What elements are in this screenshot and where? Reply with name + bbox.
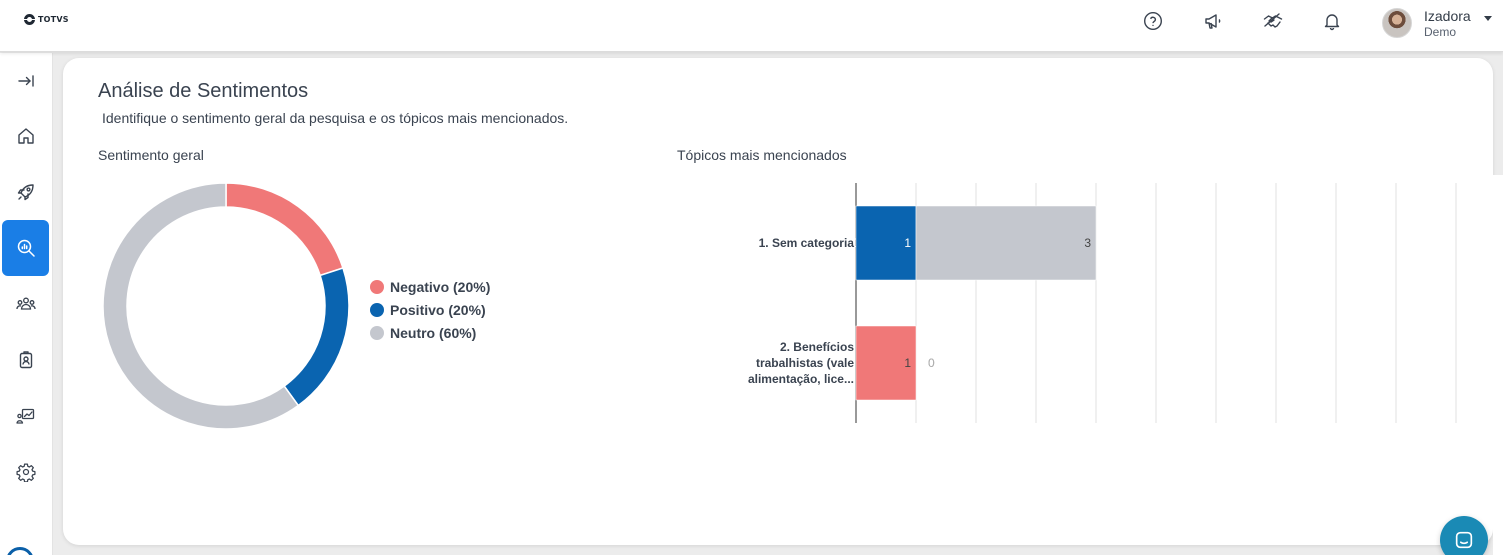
- sidebar-item-analytics[interactable]: [2, 220, 49, 276]
- data-label: 1: [904, 236, 911, 250]
- topics-bar-chart: 1. Sem categoria 0 1 3 2. Benefíciostrabalhi…: [748, 183, 1457, 423]
- data-label: 0: [928, 356, 935, 370]
- category-label: 2. Benefícios trabalhistas (vale alimentaç…: [748, 340, 854, 386]
- brand-logo[interactable]: TOTVS: [24, 14, 69, 25]
- sentiment-analysis-card: Análise de Sentimentos Identifique o sen…: [63, 58, 1493, 545]
- user-menu-caret-icon[interactable]: [1484, 16, 1492, 21]
- megaphone-icon[interactable]: [1202, 10, 1224, 32]
- home-icon: [17, 128, 34, 144]
- logo-mark-icon: [24, 14, 35, 25]
- badge-icon: [19, 351, 32, 369]
- legend-item-2[interactable]: Neutro (60%): [370, 321, 490, 344]
- top-bar: TOTVS Izadora Demo: [0, 0, 1503, 52]
- legend-marker: [370, 279, 384, 294]
- people-icon: [15, 297, 36, 310]
- expand-sidebar-icon: [17, 75, 34, 87]
- partial-circle-icon[interactable]: [6, 547, 34, 555]
- category-label: 1. Sem categoria: [759, 236, 855, 250]
- donut-slice-2[interactable]: [103, 183, 300, 429]
- handshake-icon[interactable]: [1262, 10, 1284, 32]
- sidebar-item-people[interactable]: [2, 276, 49, 332]
- page-title: Análise de Sentimentos: [98, 80, 309, 102]
- scrollbar-track[interactable]: [1493, 175, 1503, 555]
- legend-label: Positivo (20%): [390, 301, 486, 318]
- topics-section-title: Tópicos mais mencionados: [677, 147, 847, 163]
- bar-segment[interactable]: [855, 325, 917, 401]
- data-label: 3: [1084, 236, 1091, 250]
- data-label: 0: [928, 356, 935, 370]
- legend-marker: [370, 325, 384, 340]
- help-circle-icon[interactable]: [1142, 10, 1164, 32]
- sentiment-legend: Negativo (20%) Positivo (20%) Neutro (60%): [370, 275, 490, 344]
- sidebar-item-launch[interactable]: [2, 164, 49, 220]
- legend-item-1[interactable]: Positivo (20%): [370, 298, 490, 321]
- user-role: Demo: [1424, 25, 1457, 39]
- bar-segment[interactable]: [915, 205, 1097, 281]
- legend-marker: [370, 302, 384, 317]
- legend-label: Negativo (20%): [390, 278, 491, 295]
- chat-launcher-button[interactable]: [1440, 516, 1488, 555]
- presentation-chart-icon: [15, 408, 34, 424]
- sidebar: [0, 53, 53, 555]
- gear-icon: [15, 463, 36, 482]
- donut-slice-0[interactable]: [225, 183, 344, 277]
- donut-slice-1[interactable]: [283, 267, 349, 407]
- analytics-search-icon: [17, 239, 35, 257]
- sidebar-item-home[interactable]: [2, 108, 49, 164]
- user-name[interactable]: Izadora: [1424, 8, 1471, 24]
- sidebar-item-presentation[interactable]: [2, 388, 49, 444]
- legend-label: Neutro (60%): [390, 324, 477, 341]
- chat-icon: [1455, 531, 1473, 549]
- sidebar-item-expand[interactable]: [2, 53, 49, 109]
- bar-segment[interactable]: [855, 205, 917, 281]
- rocket-icon: [17, 184, 34, 201]
- legend-item-0[interactable]: Negativo (20%): [370, 275, 490, 298]
- sidebar-item-badge[interactable]: [2, 332, 49, 388]
- user-avatar[interactable]: [1382, 8, 1412, 38]
- sentiment-donut-chart: [103, 183, 349, 429]
- bell-icon[interactable]: [1321, 10, 1343, 32]
- page-subtitle: Identifique o sentimento geral da pesqui…: [102, 110, 569, 126]
- sentiment-section-title: Sentimento geral: [98, 147, 204, 163]
- logo-text: TOTVS: [38, 15, 69, 24]
- data-label: 1: [904, 356, 911, 370]
- sidebar-item-settings[interactable]: [2, 444, 49, 500]
